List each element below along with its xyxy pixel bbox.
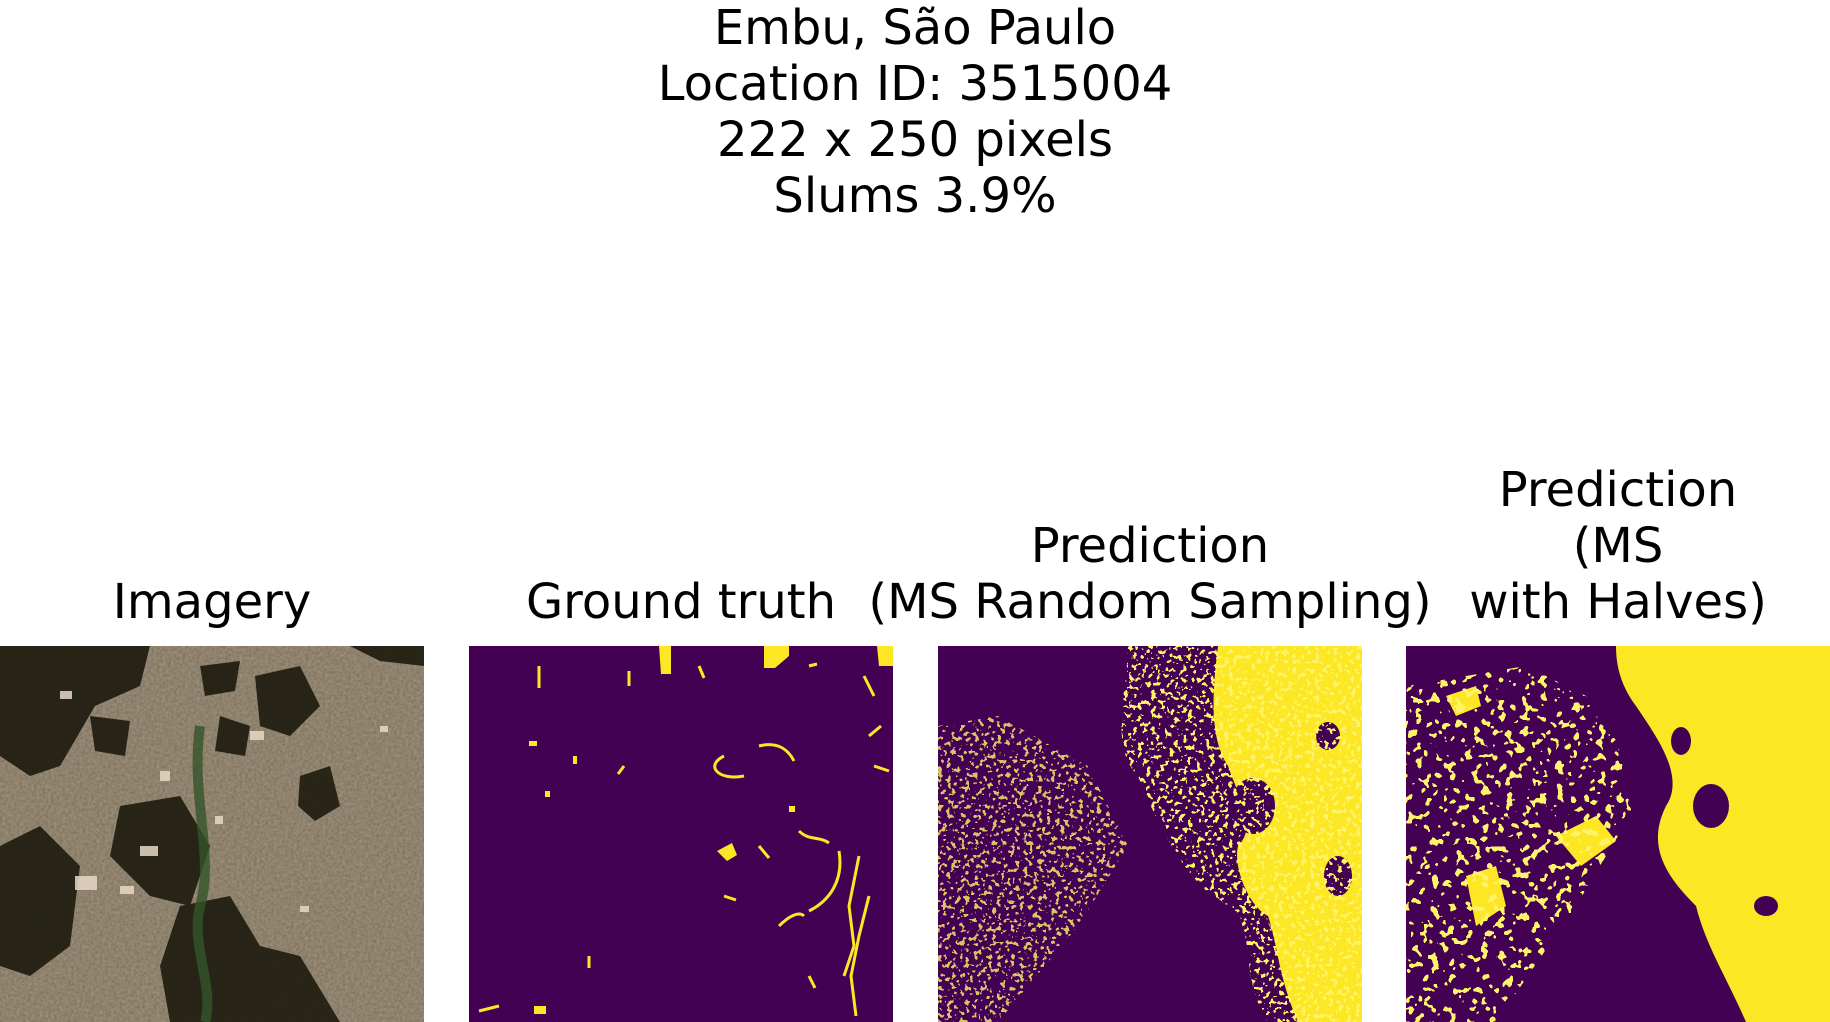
prediction-halves-title: Prediction (MS with Halves) bbox=[1406, 462, 1830, 630]
suptitle-dimensions: 222 x 250 pixels bbox=[716, 112, 1114, 168]
prediction-random-mask bbox=[938, 646, 1362, 1022]
prediction-random-title-line1: Prediction bbox=[1030, 518, 1270, 574]
prediction-random-panel bbox=[938, 646, 1362, 1022]
figure-suptitle: Embu, São Paulo Location ID: 3515004 222… bbox=[0, 0, 1830, 224]
imagery-image bbox=[0, 646, 424, 1022]
suptitle-location: Embu, São Paulo bbox=[713, 0, 1117, 56]
ground-truth-panel bbox=[469, 646, 893, 1022]
prediction-halves-panel bbox=[1406, 646, 1830, 1022]
ground-truth-mask bbox=[469, 646, 893, 1022]
suptitle-slum-share: Slums 3.9% bbox=[773, 168, 1057, 224]
prediction-halves-title-line3: with Halves) bbox=[1469, 574, 1767, 630]
prediction-halves-mask bbox=[1406, 646, 1830, 1022]
suptitle-location-id: Location ID: 3515004 bbox=[657, 56, 1173, 112]
prediction-halves-title-line2: (MS bbox=[1572, 518, 1664, 574]
imagery-title: Imagery bbox=[112, 574, 312, 630]
ground-truth-title: Ground truth bbox=[525, 574, 837, 630]
prediction-random-title-line2: (MS Random Sampling) bbox=[868, 574, 1432, 630]
imagery-panel bbox=[0, 646, 424, 1022]
prediction-halves-title-line1: Prediction bbox=[1498, 462, 1738, 518]
